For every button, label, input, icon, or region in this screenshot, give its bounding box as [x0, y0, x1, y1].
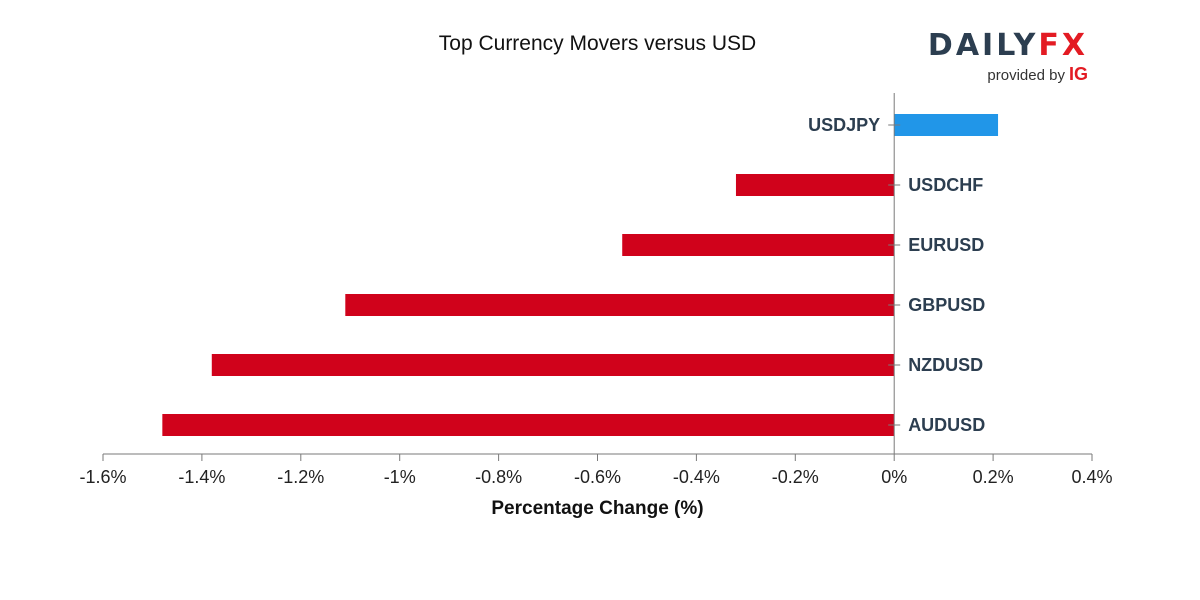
- bar-eurusd: [622, 234, 895, 256]
- x-tick-label: -0.4%: [673, 467, 720, 487]
- x-axis: -1.6% -1.4% -1.2% -1% -0.8% -0.6% -0.4% -0.2% 0%…: [79, 453, 1113, 487]
- x-tick-label: -1.6%: [79, 467, 126, 487]
- x-tick-label: -0.6%: [574, 467, 621, 487]
- y-axis: USDJPY USDCHF EURUSD GBPUSD NZDUSD AUDUSD: [808, 93, 985, 454]
- x-tick-label: -1.2%: [277, 467, 324, 487]
- x-axis-title: Percentage Change (%): [491, 498, 703, 519]
- bar-usdjpy: [894, 114, 999, 136]
- category-label-usdjpy: USDJPY: [808, 115, 880, 135]
- brand-name-accent: FX: [1038, 28, 1088, 63]
- brand-name-main: DAILY: [927, 28, 1039, 63]
- ig-logo: IG: [1068, 64, 1088, 84]
- x-tick-label: -1%: [384, 467, 416, 487]
- x-tick-label: 0.2%: [973, 467, 1014, 487]
- brand-provided-by: provided by: [987, 67, 1065, 84]
- x-tick-label: 0%: [881, 467, 907, 487]
- bars-group: [162, 114, 999, 436]
- category-label-nzdusd: NZDUSD: [908, 355, 983, 375]
- x-tick-label: -0.2%: [772, 467, 819, 487]
- bar-audusd: [162, 414, 895, 436]
- x-tick-label: 0.4%: [1071, 467, 1112, 487]
- chart-title: Top Currency Movers versus USD: [438, 32, 757, 55]
- bar-nzdusd: [211, 354, 895, 376]
- brand-wordmark: DAILYFX: [928, 28, 1088, 63]
- x-tick-label: -0.8%: [475, 467, 522, 487]
- category-label-usdchf: USDCHF: [908, 175, 983, 195]
- category-label-audusd: AUDUSD: [908, 415, 985, 435]
- category-label-gbpusd: GBPUSD: [908, 295, 985, 315]
- x-tick-label: -1.4%: [178, 467, 225, 487]
- category-label-eurusd: EURUSD: [908, 235, 984, 255]
- brand-tagline: provided by IG: [987, 64, 1088, 85]
- dailyfx-logo: DAILYFX provided by IG: [900, 28, 1090, 88]
- bar-gbpusd: [345, 294, 895, 316]
- bar-usdchf: [735, 174, 895, 196]
